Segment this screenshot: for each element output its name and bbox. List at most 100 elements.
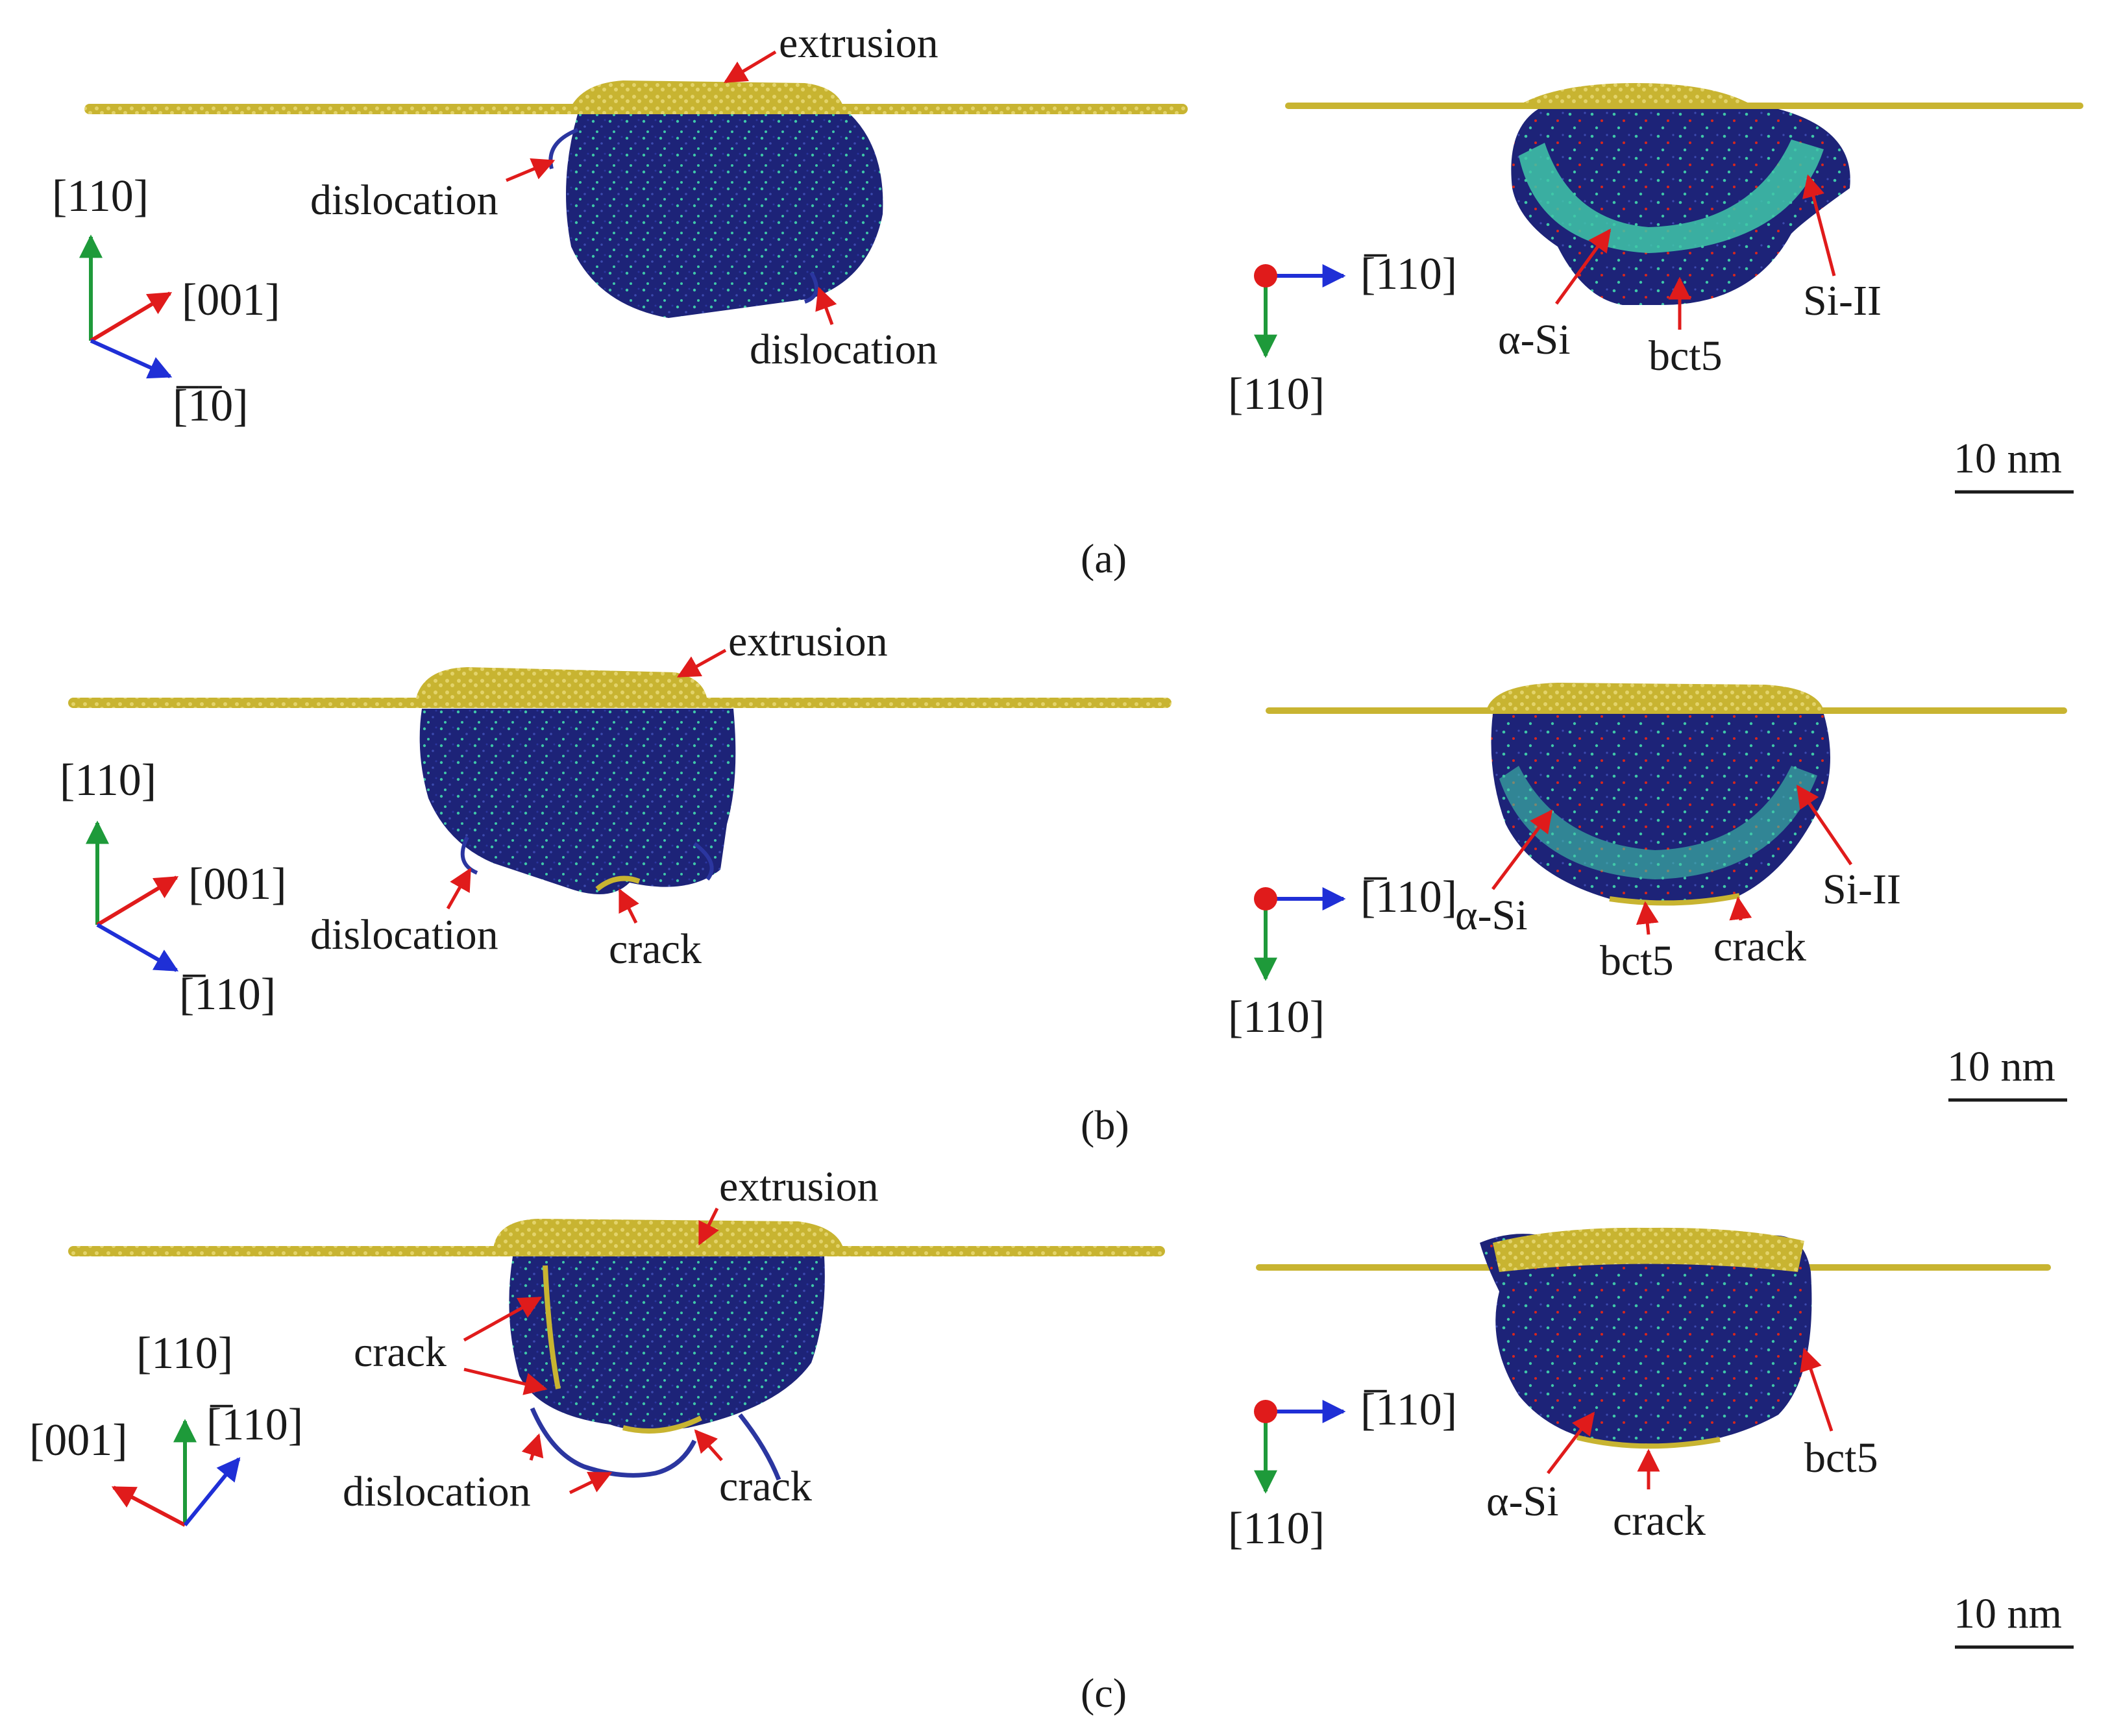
arrow (446, 867, 472, 910)
deformed-zone (509, 1256, 825, 1430)
label-extrusion: extrusion (719, 1163, 879, 1210)
scale-bar-c: 10 nm (1954, 1590, 2074, 1649)
dislocation-line (693, 842, 714, 881)
label-bct5: bct5 (1649, 332, 1723, 380)
axis-label-up: [110] (136, 1328, 233, 1378)
label-dislocation: dislocation (310, 177, 498, 224)
axis-pair-a: [̅110] [110] (1228, 249, 1457, 419)
surface-layer (84, 104, 1188, 114)
arrow (618, 888, 639, 924)
arrow (1800, 1347, 1834, 1432)
sim-right-c: α-Si crack bct5 (1256, 1227, 2051, 1545)
label-extrusion: extrusion (779, 19, 938, 67)
axis-arrow-down (96, 923, 179, 972)
axis-arrow-left (111, 1485, 186, 1527)
axis-label-vertical: [110] (1228, 369, 1325, 419)
deformed-zone (566, 114, 883, 318)
axis-pair-b: [̅110] [110] (1228, 872, 1457, 1042)
axis-label-down: [̅1̅0] (173, 381, 249, 431)
arrow (1491, 809, 1553, 890)
crack-edge (543, 1265, 561, 1389)
panel-caption: (a) (1081, 535, 1127, 581)
axis-origin-dot (1254, 1400, 1277, 1423)
axis-arrow-right (183, 1457, 241, 1526)
label-crack: crack (719, 1463, 812, 1510)
axis-label-right: [001] (182, 275, 280, 325)
axis-label-horizontal: [̅110] (1360, 1385, 1457, 1435)
deformed-zone (419, 709, 736, 894)
deformed-zone (1511, 109, 1850, 305)
label-alpha-si: α-Si (1498, 316, 1571, 363)
axis-origin-dot (1254, 264, 1277, 287)
label-crack: crack (1613, 1497, 1706, 1545)
label-alpha-si: α-Si (1455, 892, 1528, 939)
arrow (1729, 896, 1752, 921)
panel-c: extrusion crack dislocation crack [110] … (29, 1163, 2074, 1716)
arrow (1796, 785, 1853, 866)
label-dislocation: dislocation (750, 326, 938, 373)
sim-left-a: extrusion dislocation dislocation (84, 19, 1188, 373)
arrow (698, 1207, 719, 1246)
scale-bar-a: 10 nm (1954, 435, 2074, 494)
axis-label-up: [110] (52, 171, 149, 221)
extrusion-region (415, 667, 707, 701)
dislocation-line (460, 836, 478, 875)
scale-bar-label: 10 nm (1947, 1043, 2055, 1090)
extrusion-region (571, 80, 844, 108)
crack-edge (595, 875, 641, 892)
axis-triad-c: [110] [001] [̅110] (29, 1328, 303, 1527)
axis-label-vertical: [110] (1228, 1504, 1325, 1554)
axis-label-horizontal: [̅110] (1360, 249, 1457, 299)
extrusion-region (1493, 1227, 1804, 1272)
sim-right-b: α-Si bct5 crack Si-II (1266, 683, 2067, 984)
axis-label-horizontal: [̅110] (1360, 872, 1457, 922)
arrow (723, 50, 777, 84)
axis-label-right: [̅110] (206, 1400, 303, 1450)
panel-caption: (c) (1081, 1670, 1127, 1716)
arrow (676, 648, 727, 678)
sim-left-c: extrusion crack dislocation crack (68, 1163, 1165, 1515)
scale-bar-b: 10 nm (1947, 1043, 2067, 1102)
arrow (694, 1429, 723, 1461)
axis-label-right: [001] (188, 859, 287, 909)
axis-arrow-right (96, 875, 179, 927)
sim-right-a: α-Si bct5 Si-II (1285, 83, 2083, 380)
deformed-zone (1480, 1234, 1812, 1447)
arrow (521, 1433, 544, 1461)
dislocation-line (530, 1407, 697, 1478)
arrow (1636, 901, 1659, 935)
label-dislocation: dislocation (310, 911, 498, 959)
label-bct5: bct5 (1804, 1434, 1878, 1482)
arrow (506, 158, 556, 182)
crack-edge (622, 1415, 702, 1434)
surface-layer (1285, 103, 2083, 109)
label-crack: crack (1713, 923, 1806, 970)
label-crack: crack (609, 925, 702, 973)
label-alpha-si: α-Si (1486, 1478, 1559, 1525)
axis-triad-a: [110] [001] [̅1̅0] (52, 171, 280, 431)
axis-origin-dot (1254, 887, 1277, 911)
sim-left-b: extrusion dislocation crack (68, 618, 1172, 973)
axis-label-vertical: [110] (1228, 992, 1325, 1042)
arrow (1547, 1412, 1595, 1474)
label-extrusion: extrusion (728, 618, 888, 665)
extrusion-region (1519, 83, 1752, 105)
arrow (1802, 174, 1836, 276)
axis-label-left: [001] (29, 1415, 128, 1465)
surface-layer (68, 1246, 1165, 1256)
scale-bar-label: 10 nm (1954, 1590, 2062, 1637)
arrow (463, 1296, 543, 1342)
axis-arrow-down (90, 339, 173, 379)
crack-edge (1576, 1435, 1721, 1449)
panel-a: extrusion dislocation dislocation [110] … (52, 19, 2083, 581)
panel-caption: (b) (1081, 1102, 1129, 1148)
dislocation-line (738, 1413, 781, 1481)
label-si-ii: Si-II (1822, 866, 1901, 913)
label-bct5: bct5 (1600, 937, 1674, 984)
panel-b: extrusion dislocation crack [110] [001] … (60, 618, 2067, 1148)
crack-edge (1609, 893, 1740, 906)
arrow (569, 1471, 613, 1495)
si-ii-band (1499, 766, 1817, 879)
label-crack: crack (354, 1328, 447, 1376)
